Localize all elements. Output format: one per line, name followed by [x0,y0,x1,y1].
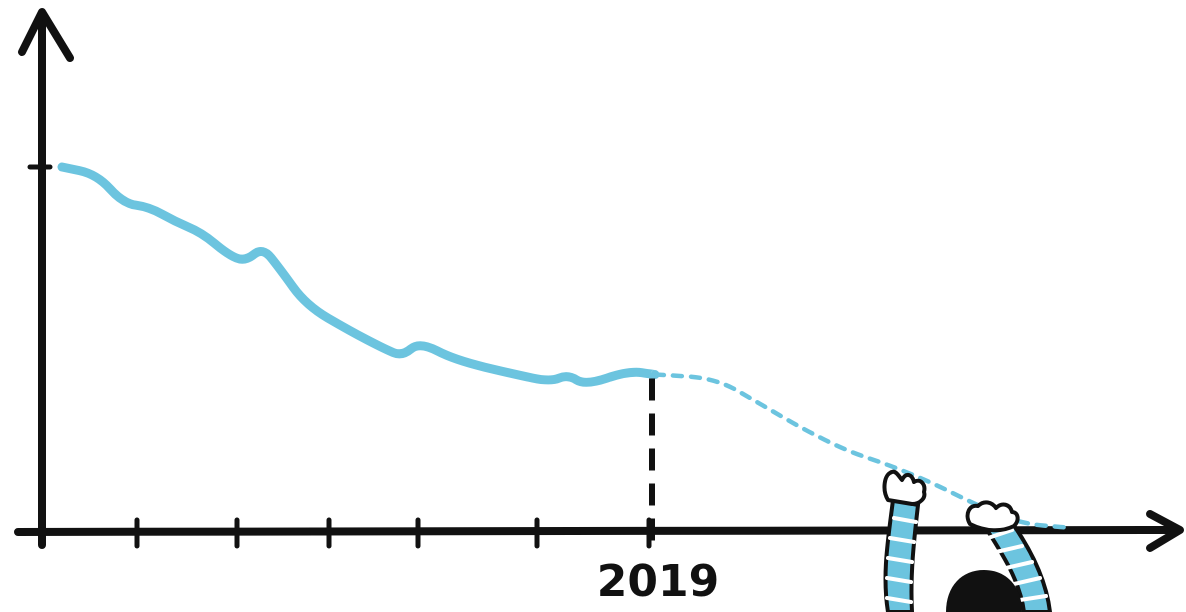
y-axis-arrow [18,8,74,62]
left-arm [883,497,921,612]
head [946,570,1022,612]
x-tick-label-2019: 2019 [597,556,719,607]
x-axis-arrow [1146,510,1184,552]
right-hand [965,500,1020,533]
historical-series-line [57,162,660,387]
left-hand [882,469,927,506]
person-pushing-icon [882,469,1053,612]
axes [14,8,1184,552]
series-layer [57,162,1068,530]
